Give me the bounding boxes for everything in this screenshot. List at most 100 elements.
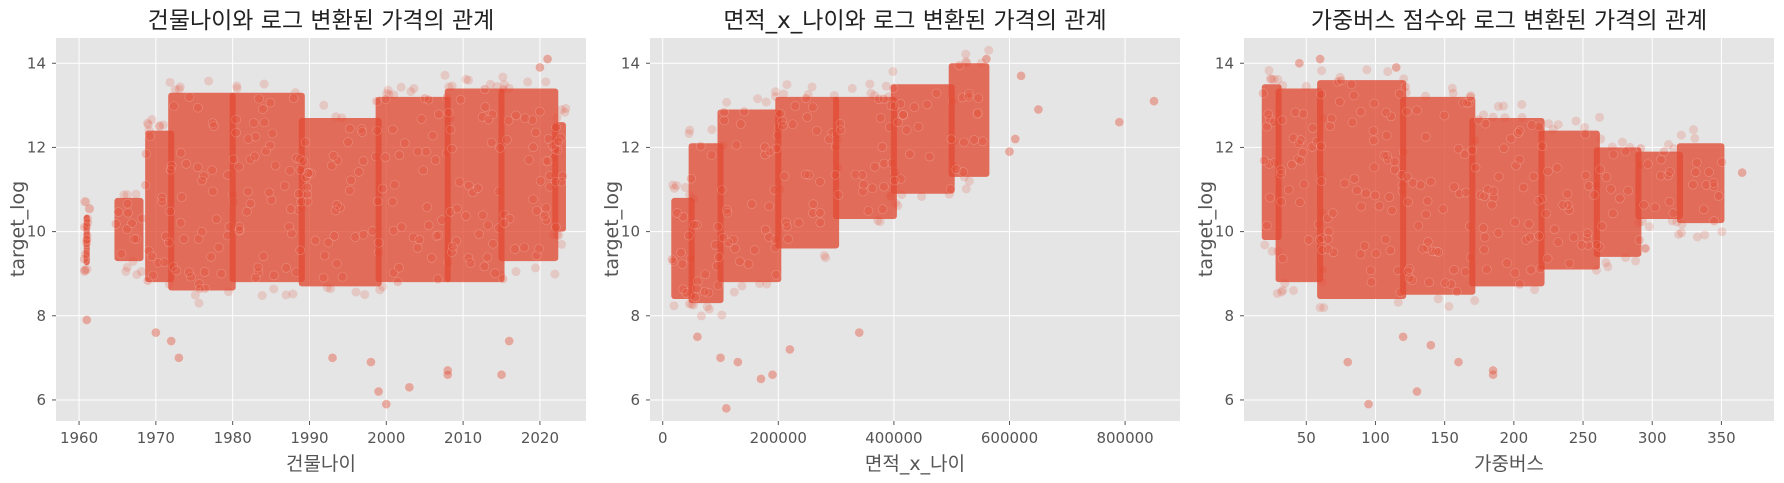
data-point [873,94,884,104]
data-point [803,89,813,99]
data-point [1502,258,1512,268]
data-point [1541,208,1551,219]
data-point [1369,98,1380,109]
data-point [157,196,168,207]
data-point [819,250,829,260]
point-cloud [229,92,305,283]
data-point [1464,97,1474,108]
data-point [981,54,992,64]
data-point [490,268,500,278]
x-axis-label: 가중버스 [1474,453,1544,475]
data-point [175,82,185,92]
data-point [380,94,391,105]
data-point [153,257,164,268]
data-point [524,155,534,165]
data-point [1498,101,1508,111]
data-point [206,252,216,262]
point-cloud [1593,147,1642,257]
data-point [1465,92,1476,102]
data-point [412,243,423,253]
data-point [895,98,906,109]
data-point [775,108,785,119]
data-point [561,103,571,113]
data-point [174,353,184,363]
data-point [143,118,153,128]
data-point [116,248,127,259]
data-point [166,160,177,171]
data-point [1425,176,1436,187]
data-point [1717,157,1727,167]
data-point [1339,178,1350,189]
data-point [1317,245,1328,255]
data-point [468,187,478,197]
data-point [234,225,245,235]
data-point [1346,79,1357,90]
data-point [801,93,811,104]
data-point [735,119,746,129]
data-point [685,125,695,135]
data-point [267,128,278,139]
data-point [483,220,493,230]
data-point [461,211,471,221]
data-point [715,353,726,363]
data-point [155,122,165,132]
data-point [1361,188,1371,199]
point-cloud [444,88,505,283]
data-point [1488,112,1498,122]
data-point [555,132,566,143]
data-point [80,267,90,277]
data-point [1278,285,1288,295]
data-point [1433,294,1443,304]
data-point [358,229,369,240]
data-point [123,208,133,218]
data-point [1393,297,1403,307]
data-point [787,119,798,130]
chart-title: 건물나이와 로그 변환된 가격의 관계 [148,8,495,34]
data-point [250,273,261,283]
data-point [1530,285,1540,295]
data-point [169,101,179,112]
data-point [443,107,454,118]
data-point [1447,83,1457,93]
data-point [1427,246,1438,257]
y-axis-label: target_log [1195,181,1217,277]
data-point [1580,122,1590,132]
data-point [142,275,153,286]
point-cloud [1635,151,1683,219]
point-cloud [775,96,840,249]
data-point [1607,142,1617,152]
data-point [1374,201,1385,211]
data-point [300,137,311,147]
data-point [550,269,560,279]
data-point [535,106,545,117]
data-point [713,221,723,232]
data-point [337,271,348,282]
data-point [1399,74,1409,84]
data-point [1394,89,1405,99]
data-point [486,137,497,148]
data-point [200,283,210,294]
data-point [1668,208,1679,219]
data-point [496,369,507,380]
x-tick-label: 50 [1297,429,1316,447]
data-point [1552,162,1562,173]
data-point [1595,164,1605,175]
data-point [1439,110,1450,121]
data-point [119,190,129,200]
data-point [1663,170,1673,181]
data-point [1322,213,1333,224]
data-point [1273,74,1283,84]
data-point [1277,253,1288,264]
data-point [250,131,261,142]
data-point [785,344,795,355]
data-point [761,97,771,107]
data-point [447,241,458,252]
data-point [1266,74,1276,84]
data-point [214,242,224,253]
data-point [898,109,908,120]
data-point [1355,106,1366,117]
data-point [1326,113,1337,124]
data-point [1316,89,1326,100]
data-point [145,131,155,142]
data-point [957,92,968,103]
